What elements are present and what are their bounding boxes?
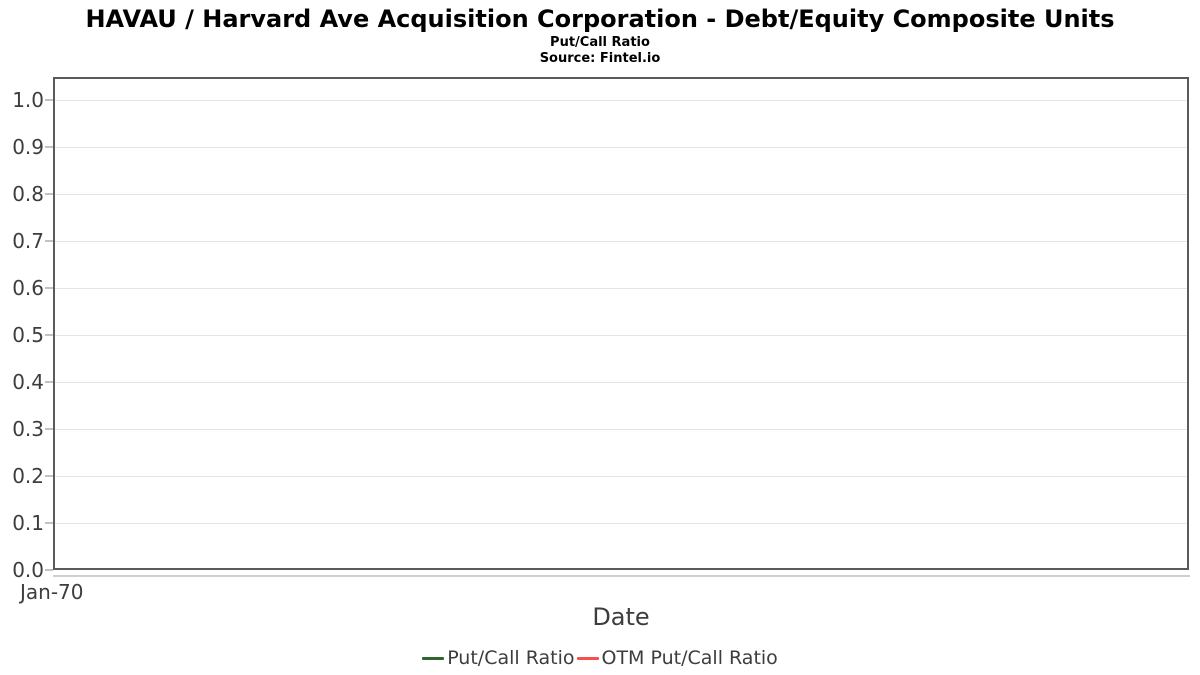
y-tick [45,428,53,430]
legend-label: Put/Call Ratio [447,647,575,669]
gridline [55,335,1187,336]
legend-label: OTM Put/Call Ratio [601,647,778,669]
gridline [55,241,1187,242]
gridline [55,288,1187,289]
gridline [55,147,1187,148]
line-swatch-green [422,656,445,660]
y-tick [45,475,53,477]
y-tick-label: 0.9 [12,135,44,159]
gridline [55,194,1187,195]
y-tick-label: 0.8 [12,182,44,206]
y-tick [45,381,53,383]
y-tick [45,240,53,242]
plot-area [53,77,1189,570]
gridline [55,523,1187,524]
gridline [55,382,1187,383]
y-tick [45,146,53,148]
y-tick-label: 1.0 [12,88,44,112]
chart-subtitle: Put/Call Ratio [550,35,650,50]
legend-item-otm-put-call-ratio: OTM Put/Call Ratio [576,646,778,670]
chart-title: HAVAU / Harvard Ave Acquisition Corporat… [85,5,1115,33]
legend: Put/Call Ratio OTM Put/Call Ratio [0,644,1200,672]
y-tick-label: 0.3 [12,417,44,441]
y-tick-label: 0.6 [12,276,44,300]
y-tick-label: 0.5 [12,323,44,347]
y-tick [45,334,53,336]
y-tick-label: 0.1 [12,511,44,535]
y-tick-label: 0.4 [12,370,44,394]
y-tick-label: 0.2 [12,464,44,488]
y-tick [45,569,53,571]
legend-item-put-call-ratio: Put/Call Ratio [422,646,575,670]
y-tick [45,99,53,101]
x-axis-title: Date [592,603,650,631]
gridline [55,476,1187,477]
gridline [55,100,1187,101]
line-swatch-red [576,656,599,660]
x-tick-label: Jan-70 [20,580,84,604]
y-tick [45,522,53,524]
gridline [55,429,1187,430]
x-axis-line [53,575,1190,577]
y-tick [45,193,53,195]
y-tick-label: 0.7 [12,229,44,253]
y-tick-label: 0.0 [12,558,44,582]
y-tick [45,287,53,289]
chart-source: Source: Fintel.io [539,51,661,66]
